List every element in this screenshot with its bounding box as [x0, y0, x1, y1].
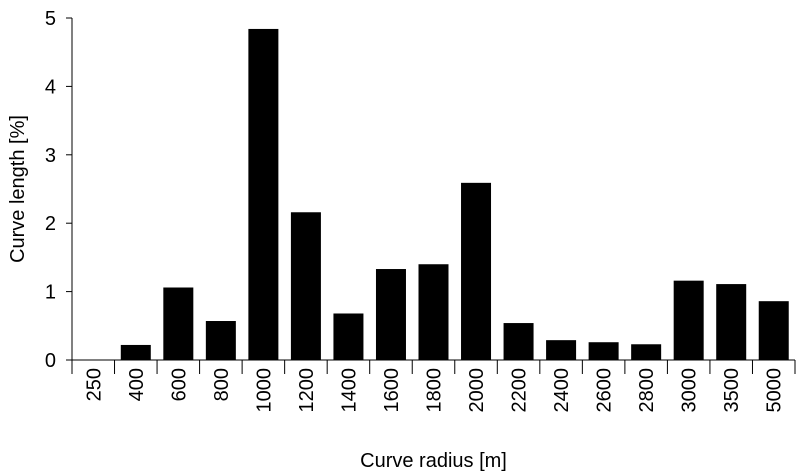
y-ticks-group: 0 1 2 3 4 5	[45, 8, 72, 372]
x-tick-label: 3000	[679, 368, 701, 413]
y-tick-label: 4	[45, 76, 56, 98]
y-tick-label: 5	[45, 8, 56, 30]
x-tick-label: 600	[168, 368, 190, 401]
x-tick-label: 1000	[253, 368, 275, 413]
bar-2000	[461, 182, 492, 360]
y-tick-label: 0	[45, 350, 56, 372]
x-tick-label: 2200	[509, 368, 531, 413]
x-tick-label: 1200	[296, 368, 318, 413]
bar-1400	[333, 313, 364, 360]
bar-1800	[418, 264, 449, 360]
bars-group	[120, 28, 789, 360]
x-tick-label: 800	[211, 368, 233, 401]
bar-400	[120, 344, 151, 360]
x-tick-label: 400	[126, 368, 148, 401]
x-tick-label: 2000	[466, 368, 488, 413]
bar-600	[163, 287, 194, 360]
y-tick-label: 2	[45, 213, 56, 235]
x-tick-label: 3500	[721, 368, 743, 413]
x-tick-label: 5000	[764, 368, 786, 413]
y-tick-label: 1	[45, 282, 56, 304]
x-tick-label: 1400	[338, 368, 360, 413]
bar-2600	[588, 342, 619, 360]
x-tick-label: 2400	[551, 368, 573, 413]
y-tick-label: 3	[45, 145, 56, 167]
x-ticks-group: 250 400 600 800 1000 1200 1400 1600 1800 2000 2200…	[71, 360, 796, 413]
bar-1200	[290, 212, 321, 360]
bar-3500	[716, 284, 747, 360]
x-tick-label: 2800	[636, 368, 658, 413]
bar-1000	[248, 28, 279, 360]
bar-1600	[375, 269, 406, 360]
bar-3000	[673, 280, 704, 360]
y-axis-title: Curve length [%]	[7, 115, 29, 263]
x-tick-label: 250	[83, 368, 105, 401]
bar-2200	[503, 323, 534, 360]
bar-2400	[546, 340, 577, 360]
bar-5000	[758, 301, 789, 360]
bar-2800	[631, 344, 662, 360]
x-axis-title: Curve radius [m]	[360, 450, 507, 472]
bar-800	[205, 321, 236, 360]
x-tick-label: 2600	[594, 368, 616, 413]
x-tick-label: 1600	[381, 368, 403, 413]
x-tick-label: 1800	[424, 368, 446, 413]
